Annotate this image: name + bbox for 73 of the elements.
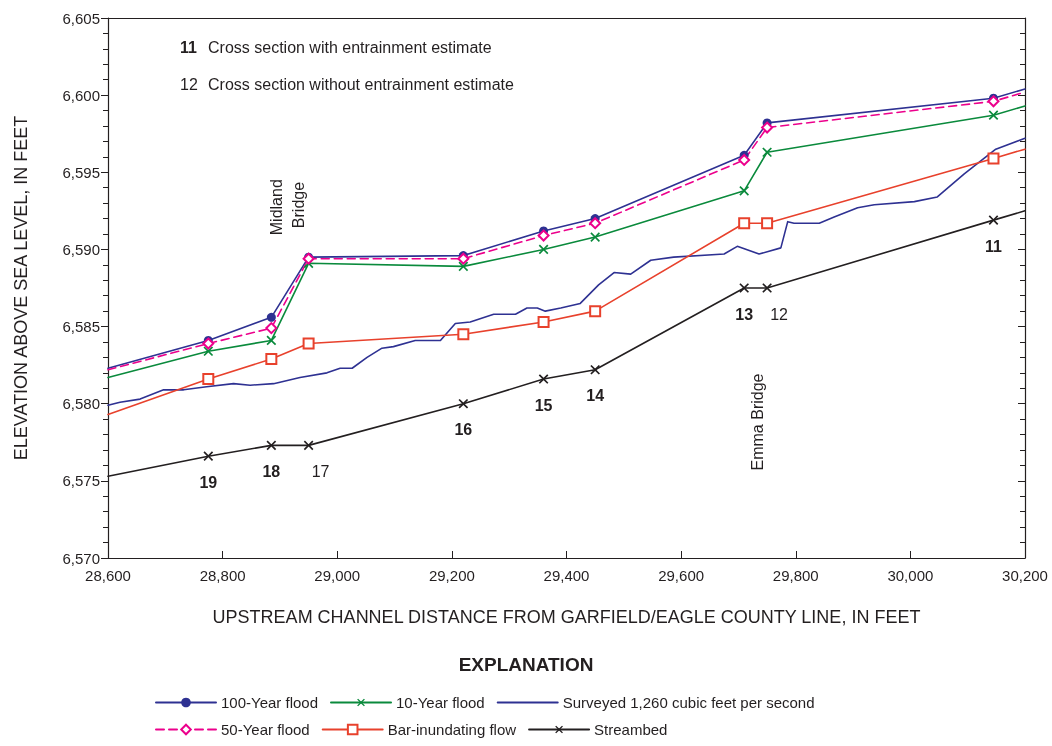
x-tick-label: 28,800 <box>199 567 246 584</box>
point <box>761 121 774 134</box>
point <box>738 153 751 166</box>
point <box>537 229 550 242</box>
point <box>203 451 214 462</box>
point <box>738 217 751 230</box>
y-tick-label: 6,590 <box>62 240 100 258</box>
point <box>202 337 215 350</box>
legend-label: Streambed <box>594 721 668 738</box>
point <box>302 337 315 350</box>
point <box>203 346 214 357</box>
point <box>987 95 1000 108</box>
annotation: 12 <box>770 305 789 323</box>
y-tick-label: 6,575 <box>62 472 100 490</box>
point <box>265 352 278 365</box>
point <box>762 283 772 293</box>
point <box>457 328 470 341</box>
x-tick-label: 29,800 <box>772 567 819 584</box>
point <box>303 440 314 451</box>
y-axis-title: ELEVATION ABOVE SEA LEVEL, IN FEET <box>11 115 31 461</box>
y-tick-label: 6,605 <box>62 9 100 27</box>
legend-label: 100-Year flood <box>221 694 319 711</box>
annotation: 14 <box>586 387 605 405</box>
point <box>458 261 469 272</box>
point <box>589 217 602 230</box>
annotation: 19 <box>199 473 218 491</box>
point <box>266 335 277 346</box>
y-tick-label: 6,570 <box>62 549 100 567</box>
legend-label: 50-Year flood <box>221 721 310 738</box>
point <box>458 398 469 409</box>
annotation: Cross section without entrainment estimate <box>208 75 515 93</box>
x-tick-label: 29,600 <box>658 567 705 584</box>
legend-label: Bar-inundating flow <box>387 721 517 738</box>
point <box>589 305 602 318</box>
point <box>739 283 750 293</box>
annotation: 13 <box>735 305 754 323</box>
annotation: Midland Bridge <box>267 174 307 236</box>
x-tick-label: 30,000 <box>887 567 934 584</box>
annotation: 18 <box>262 462 281 480</box>
legend-label: Surveyed 1,260 cubic feet per second <box>562 694 815 711</box>
point <box>457 252 470 265</box>
point <box>538 244 549 255</box>
point <box>202 373 215 386</box>
y-tick-label: 6,600 <box>62 86 100 104</box>
annotation: 12 <box>180 75 198 93</box>
annotation: 16 <box>454 421 473 439</box>
annotation: Cross section with entrainment estimate <box>208 38 492 56</box>
point <box>266 440 277 451</box>
annotation: Emma Bridge <box>748 373 766 471</box>
y-tick-label: 6,585 <box>62 318 100 336</box>
x-tick-label: 29,200 <box>428 567 475 584</box>
point <box>987 152 1000 165</box>
x-tick-label: 28,600 <box>85 567 131 584</box>
point <box>590 364 600 375</box>
point <box>590 232 600 242</box>
annotation: 17 <box>311 462 330 480</box>
annotation: 15 <box>534 396 553 414</box>
legend-title: EXPLANATION <box>458 653 594 675</box>
annotation: 11 <box>985 237 1003 255</box>
annotation: 11 <box>180 38 198 56</box>
legend-label: 10-Year flood <box>396 694 485 711</box>
point <box>762 147 772 158</box>
point <box>739 185 750 196</box>
x-tick-label: 30,200 <box>1002 567 1048 584</box>
x-tick-label: 29,400 <box>543 567 590 584</box>
point <box>266 312 276 322</box>
x-axis-title: UPSTREAM CHANNEL DISTANCE FROM GARFIELD/EAGLE COUNTY LINE, IN FEET <box>212 607 921 627</box>
y-tick-label: 6,580 <box>62 395 100 413</box>
point <box>537 315 550 328</box>
x-tick-label: 29,000 <box>314 567 361 584</box>
point <box>761 217 774 230</box>
y-tick-label: 6,595 <box>62 163 100 181</box>
point <box>265 322 278 335</box>
